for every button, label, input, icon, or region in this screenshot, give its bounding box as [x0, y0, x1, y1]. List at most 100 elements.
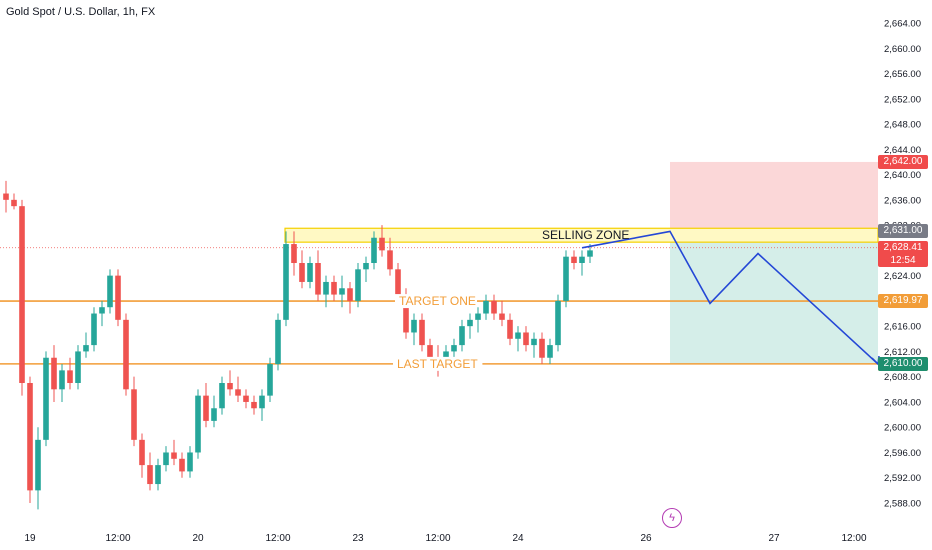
x-tick-label: 24 [512, 533, 524, 544]
candle [19, 199, 25, 396]
candle-body [395, 269, 401, 295]
candle-body [499, 313, 505, 320]
x-tick-label: 12:00 [265, 533, 290, 544]
candles [3, 180, 593, 510]
candle-body [347, 288, 353, 301]
candle [459, 319, 465, 352]
candle-body [323, 281, 329, 295]
candle-body [283, 244, 289, 320]
candle [467, 313, 473, 339]
candle [547, 338, 553, 365]
candle-body [67, 370, 73, 383]
lightning-icon[interactable]: ϟ [662, 508, 682, 528]
candle-body [139, 439, 145, 466]
candle-body [43, 357, 49, 440]
candle [499, 300, 505, 327]
candle [83, 332, 89, 358]
candle [275, 313, 281, 371]
candle-body [547, 345, 553, 358]
candle [99, 300, 105, 327]
stop-zone [670, 161, 878, 232]
y-tick-label: 2,604.00 [884, 397, 921, 408]
candle [227, 370, 233, 396]
y-tick-label: 2,648.00 [884, 120, 921, 131]
candle [139, 433, 145, 478]
annotation-zones [284, 161, 879, 365]
candle [11, 193, 17, 210]
candle-body [555, 300, 561, 346]
candle-body [123, 319, 129, 390]
x-tick-label: 26 [640, 533, 652, 544]
candle [59, 364, 65, 402]
candle-body [203, 395, 209, 421]
candle [507, 313, 513, 346]
candle-body [163, 452, 169, 466]
time-axis[interactable]: 19 12:00 20 12:00 23 12:00 24 26 27 12:00 [24, 533, 867, 544]
candle [163, 446, 169, 472]
candle-body [371, 237, 377, 263]
y-tick-label: 2,664.00 [884, 19, 921, 30]
candle-body [507, 319, 513, 339]
candle-body [227, 383, 233, 390]
candle-body [523, 332, 529, 346]
candle-body [307, 263, 313, 282]
candle [539, 332, 545, 365]
candle-body [115, 275, 121, 320]
candle-body [179, 458, 185, 472]
candle [579, 250, 585, 276]
candle [3, 180, 9, 213]
candle-body [571, 256, 577, 263]
candle-body [19, 206, 25, 383]
candle-body [51, 357, 57, 390]
candle [555, 294, 561, 352]
candle [43, 351, 49, 447]
y-tick-label: 2,596.00 [884, 448, 921, 459]
y-tick-label: 2,636.00 [884, 195, 921, 206]
candle-body [419, 319, 425, 346]
candle-body [27, 383, 33, 491]
candle [131, 376, 137, 447]
candle-body [411, 319, 417, 333]
y-tick-label: 2,660.00 [884, 44, 921, 55]
price-pill: 2,642.00 [878, 154, 928, 169]
candle-body [331, 281, 337, 295]
selling-zone-label: SELLING ZONE [542, 228, 629, 242]
candle [259, 389, 265, 421]
candle [483, 294, 489, 320]
x-tick-label: 23 [352, 533, 364, 544]
candle [283, 231, 289, 327]
candle-body [563, 256, 569, 301]
candle [195, 389, 201, 459]
price-pill: 2,628.41 12:54 [878, 240, 928, 267]
candle [339, 275, 345, 308]
candle-body [155, 465, 161, 485]
candle-body [459, 326, 465, 346]
candle [347, 281, 353, 314]
candle-body [355, 269, 361, 301]
candle-body [363, 263, 369, 270]
candle-body [579, 256, 585, 263]
last-target-label: LAST TARGET [397, 357, 478, 371]
candle-body [387, 250, 393, 270]
price-pill-value: 2,628.41 [883, 241, 923, 253]
candle [179, 452, 185, 478]
candle-body [131, 389, 137, 440]
candle-body [171, 452, 177, 459]
projection-line [581, 230, 879, 365]
x-tick-label: 12:00 [841, 533, 866, 544]
candle-body [11, 199, 17, 207]
candle [587, 244, 593, 263]
candle [331, 275, 337, 301]
candle [115, 269, 121, 327]
candle-body [35, 439, 41, 491]
target-one-label-bg [395, 294, 477, 309]
candle [387, 237, 393, 276]
candle [323, 275, 329, 308]
price-pill-countdown: 12:54 [890, 254, 916, 266]
x-tick-label: 12:00 [425, 533, 450, 544]
price-axis[interactable]: 2,664.00 2,660.00 2,656.00 2,652.00 2,648.00… [884, 19, 921, 510]
x-tick-label: 27 [768, 533, 780, 544]
candle-body [275, 319, 281, 365]
candle-body [531, 338, 537, 346]
